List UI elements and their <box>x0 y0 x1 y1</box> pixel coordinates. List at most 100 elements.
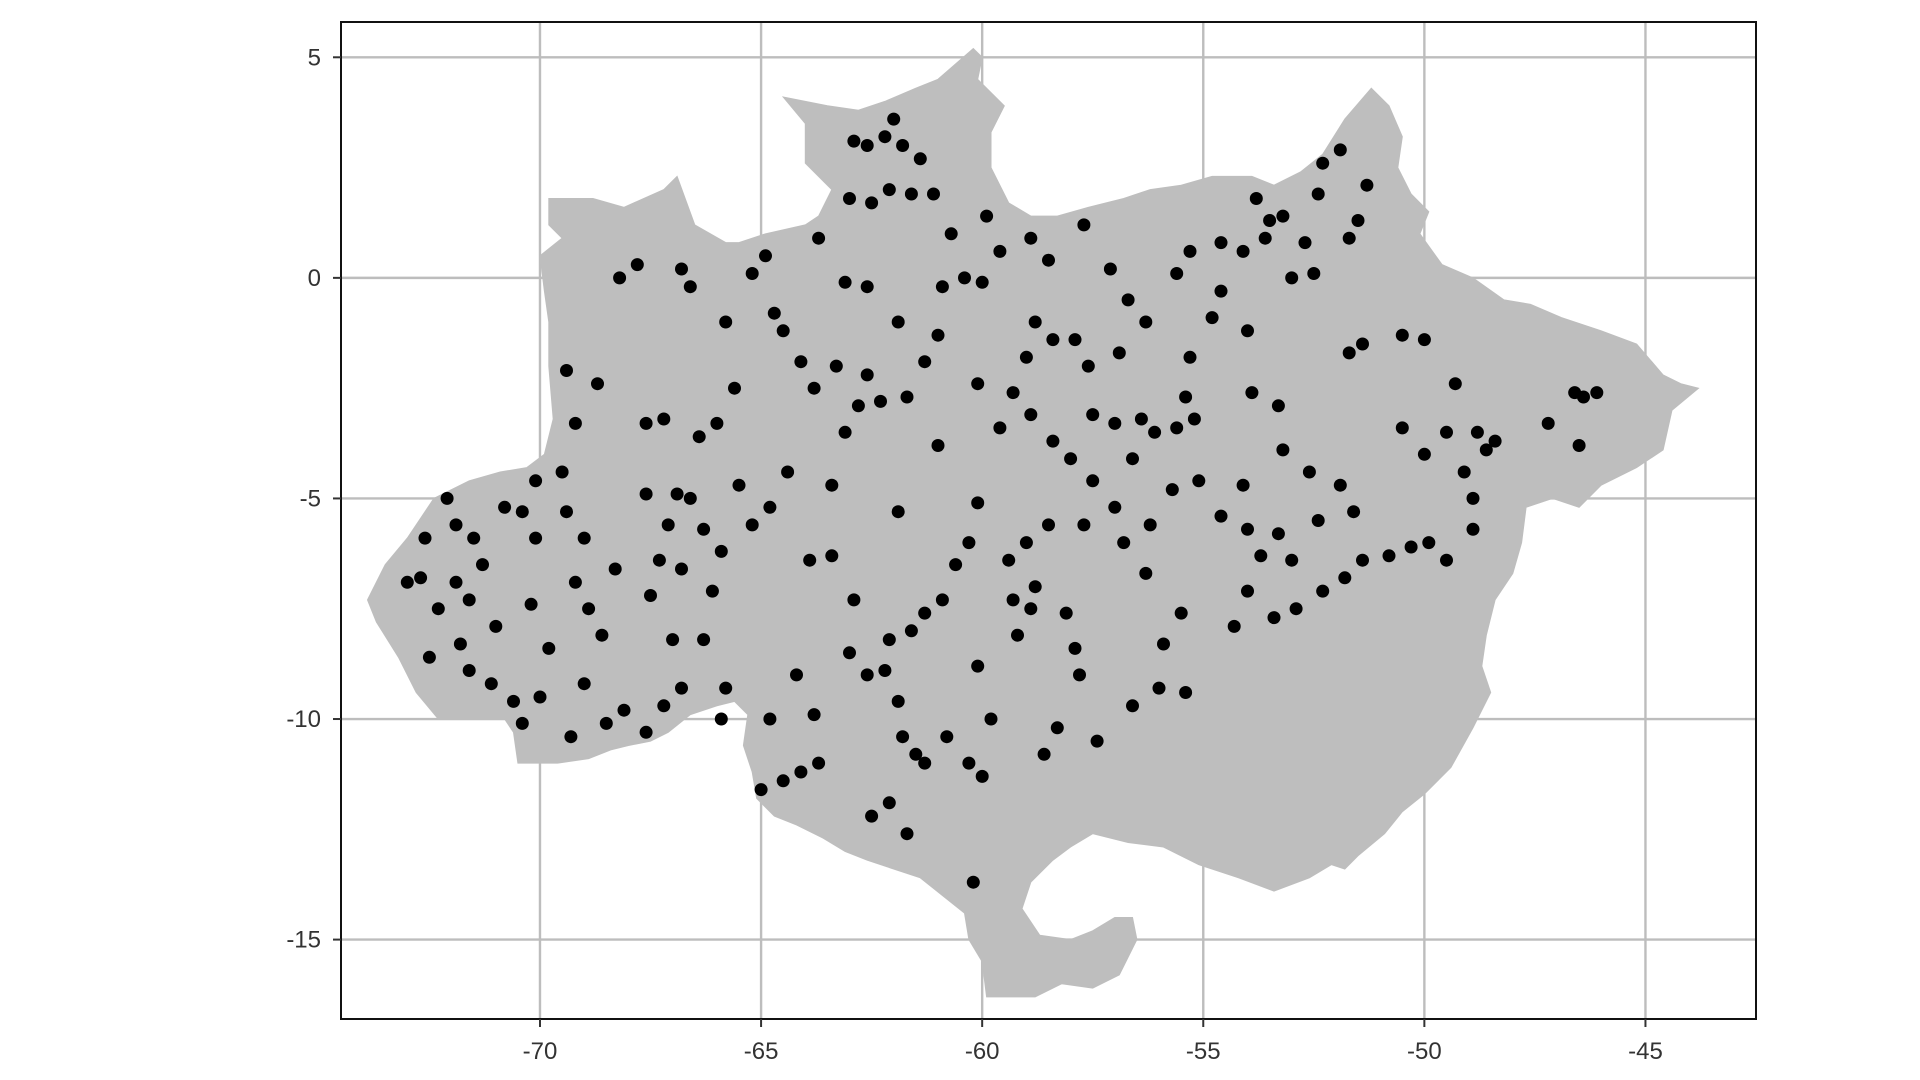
data-point <box>1333 478 1347 492</box>
data-point <box>882 796 896 810</box>
data-point <box>949 558 963 572</box>
data-point <box>644 589 657 602</box>
data-point <box>577 531 591 545</box>
data-point <box>591 377 604 391</box>
data-point <box>675 562 688 576</box>
data-point <box>1285 553 1299 567</box>
data-point <box>666 633 680 647</box>
data-point <box>710 416 724 430</box>
data-point <box>564 730 578 744</box>
data-point <box>1466 491 1480 505</box>
data-point <box>843 646 856 660</box>
data-point <box>891 694 905 708</box>
data-point <box>1302 465 1316 479</box>
point-markers <box>400 112 1604 889</box>
data-point <box>1395 328 1409 342</box>
data-point <box>851 399 865 413</box>
data-point <box>675 262 688 276</box>
data-point <box>515 716 529 730</box>
data-point <box>1316 584 1330 598</box>
data-point <box>732 478 746 492</box>
data-point <box>1214 236 1228 250</box>
data-point <box>560 505 573 519</box>
data-point <box>476 558 489 572</box>
data-point <box>1024 231 1038 245</box>
data-point <box>467 531 481 545</box>
data-point <box>896 730 910 744</box>
data-point <box>1298 236 1312 250</box>
data-point <box>1311 187 1325 201</box>
data-point <box>595 628 609 642</box>
data-point <box>971 496 985 510</box>
region-polygon <box>366 47 1700 998</box>
y-tick-label: 0 <box>308 265 321 292</box>
data-point <box>918 606 932 620</box>
x-tick-label: -65 <box>744 1038 779 1065</box>
data-point <box>1139 315 1153 329</box>
data-point <box>812 756 826 770</box>
data-point <box>1236 478 1250 492</box>
data-point <box>1382 549 1396 563</box>
data-point <box>1019 536 1033 550</box>
data-point <box>1417 333 1431 347</box>
data-point <box>1011 628 1024 642</box>
data-point <box>670 487 684 501</box>
data-point <box>874 394 887 408</box>
data-point <box>904 624 918 638</box>
data-point <box>843 192 856 205</box>
data-point <box>1263 214 1277 227</box>
data-point <box>1236 244 1250 258</box>
data-point <box>1050 721 1064 735</box>
data-point <box>524 597 538 611</box>
data-point <box>931 328 945 342</box>
data-point <box>657 699 671 713</box>
data-point <box>1183 244 1197 258</box>
data-point <box>1395 421 1409 435</box>
data-point <box>860 280 874 294</box>
data-point <box>1042 518 1055 532</box>
data-point <box>1457 465 1471 479</box>
data-point <box>1422 536 1436 550</box>
data-point <box>1254 549 1268 563</box>
data-point <box>1024 408 1038 422</box>
data-point <box>1338 571 1352 585</box>
data-point <box>763 500 777 514</box>
data-point <box>714 712 728 726</box>
data-point <box>931 439 945 452</box>
data-point <box>794 765 808 779</box>
data-point <box>829 359 843 373</box>
data-point <box>515 505 529 519</box>
data-point <box>1245 386 1259 400</box>
data-point <box>1271 399 1285 413</box>
y-tick-label: -10 <box>286 706 321 733</box>
data-point <box>462 664 476 677</box>
data-point <box>1276 209 1290 223</box>
data-point <box>582 602 596 616</box>
data-point <box>683 280 697 294</box>
data-point <box>1307 267 1321 280</box>
data-point <box>1117 536 1131 550</box>
data-point <box>1342 346 1356 360</box>
data-point <box>683 491 697 505</box>
data-point <box>1440 553 1453 567</box>
data-point <box>431 602 445 616</box>
data-point <box>1241 522 1254 536</box>
data-point <box>1214 509 1228 523</box>
data-point <box>639 725 653 739</box>
data-point <box>1541 416 1555 430</box>
data-point <box>1002 553 1016 567</box>
y-tick-label: 5 <box>308 44 321 71</box>
data-point <box>891 315 905 329</box>
data-point <box>697 522 711 536</box>
data-point <box>1068 641 1082 655</box>
data-point <box>507 694 520 708</box>
data-point <box>1258 231 1272 245</box>
data-point <box>1356 337 1369 351</box>
data-point <box>825 549 839 563</box>
data-point <box>1333 143 1347 157</box>
data-point <box>675 681 688 695</box>
data-point <box>1170 267 1184 280</box>
data-point <box>1568 386 1582 400</box>
data-point <box>1086 474 1100 488</box>
data-point <box>728 381 741 395</box>
